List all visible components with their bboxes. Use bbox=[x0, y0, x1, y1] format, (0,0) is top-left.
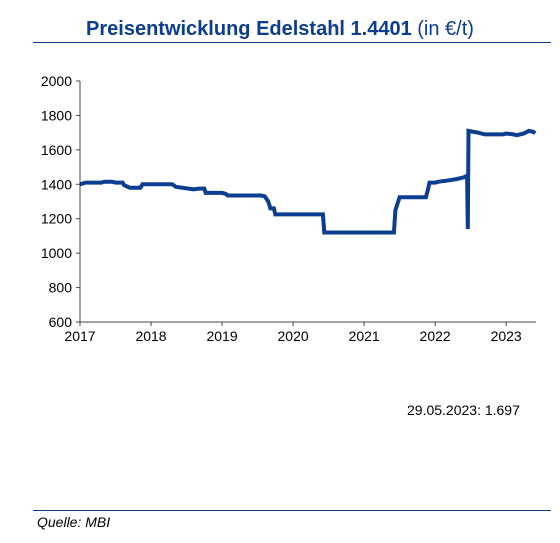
x-tick-label: 2022 bbox=[420, 328, 451, 344]
y-tick-label: 1600 bbox=[41, 142, 72, 158]
chart-title-main: Preisentwicklung Edelstahl 1.4401 bbox=[86, 18, 412, 40]
chart-title: Preisentwicklung Edelstahl 1.4401 (in €/… bbox=[0, 18, 560, 41]
y-tick-label: 800 bbox=[49, 280, 73, 296]
x-tick-label: 2018 bbox=[135, 328, 166, 344]
x-tick-label: 2021 bbox=[349, 328, 380, 344]
x-tick-label: 2017 bbox=[64, 328, 95, 344]
source-label: Quelle: MBI bbox=[37, 514, 111, 530]
y-tick-label: 1000 bbox=[41, 245, 72, 261]
x-tick-label: 2020 bbox=[278, 328, 309, 344]
x-tick-label: 2023 bbox=[491, 328, 522, 344]
y-tick-label: 600 bbox=[49, 314, 73, 330]
x-tick-label: 2019 bbox=[206, 328, 237, 344]
y-tick-label: 1800 bbox=[41, 107, 72, 123]
y-tick-label: 1400 bbox=[41, 176, 72, 192]
series bbox=[79, 128, 537, 235]
chart-title-unit: (in €/t) bbox=[411, 18, 474, 40]
title-divider bbox=[33, 42, 551, 43]
x-axis: 2017 2018 2019 2020 2021 2022 2023 bbox=[64, 321, 536, 344]
y-axis: 600 800 1000 1200 1400 1600 1800 2000 bbox=[41, 73, 81, 330]
y-tick-label: 2000 bbox=[41, 73, 72, 89]
price-series-line bbox=[79, 128, 537, 235]
latest-price-note: 29.05.2023: 1.697 bbox=[407, 402, 520, 418]
y-tick-label: 1200 bbox=[41, 211, 72, 227]
bottom-divider bbox=[33, 510, 551, 511]
